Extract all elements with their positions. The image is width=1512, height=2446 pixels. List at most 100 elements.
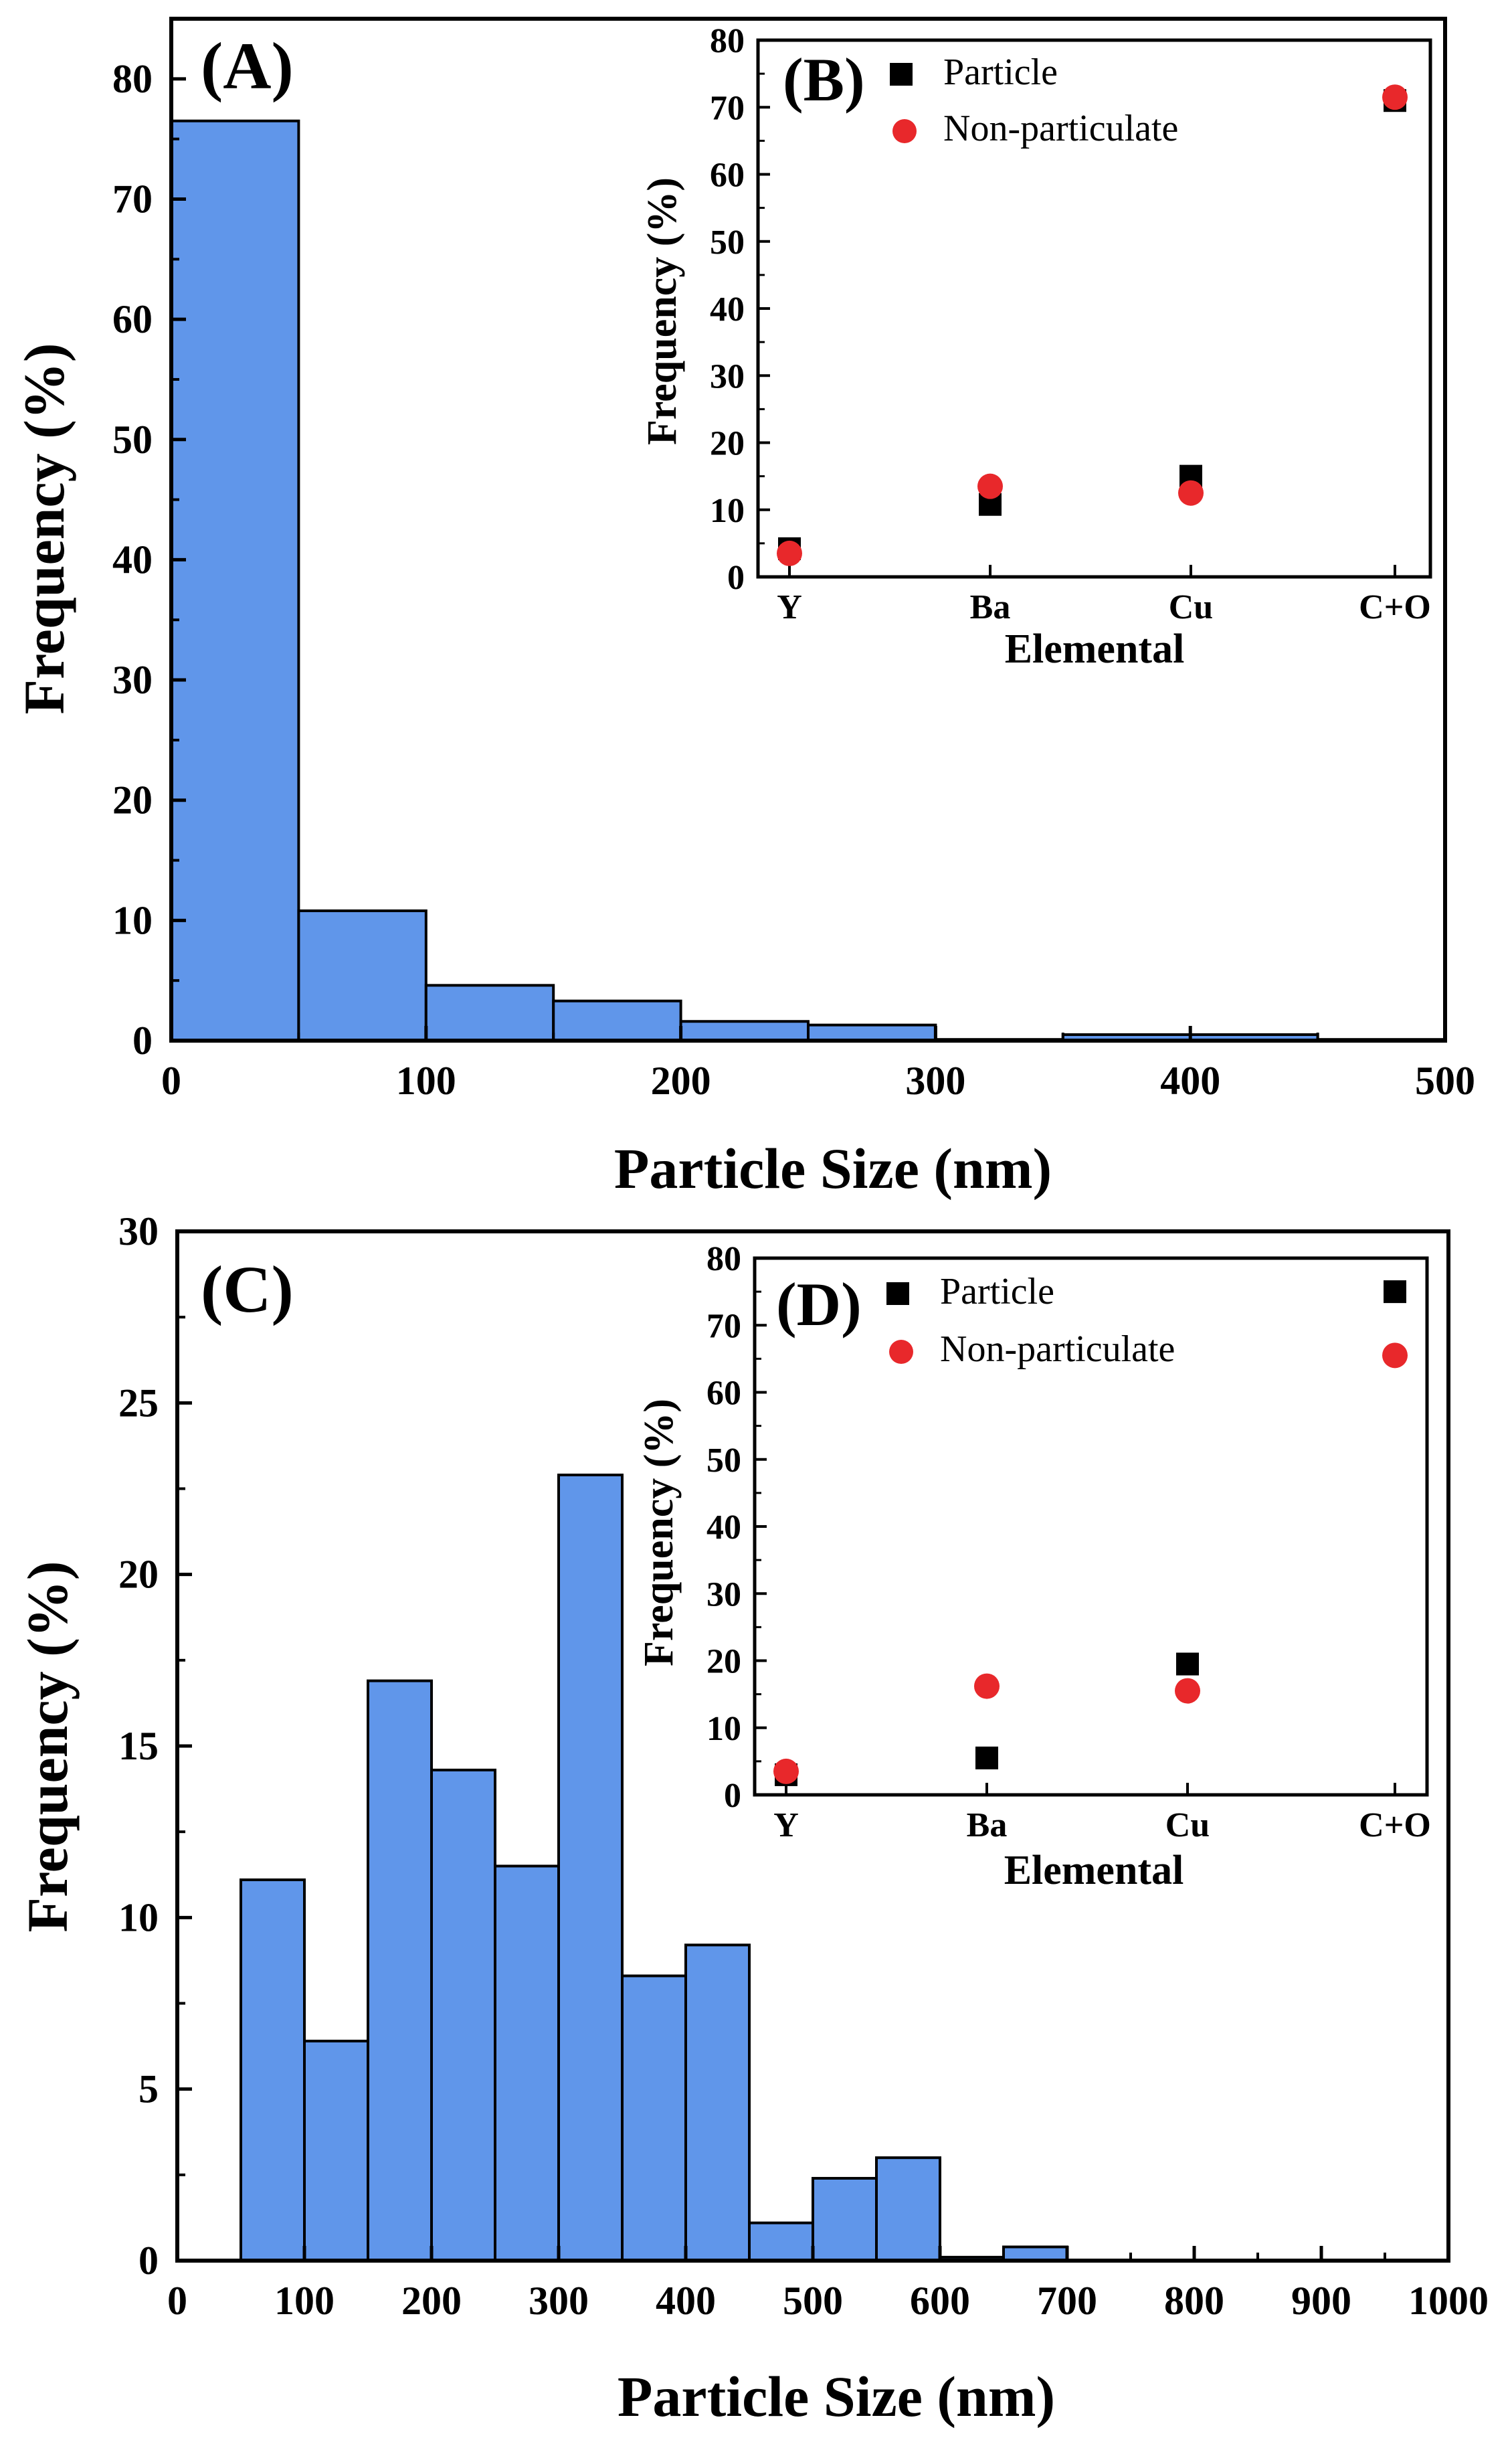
histogram-bar bbox=[684, 1943, 751, 2262]
y-tick-label: 10 bbox=[710, 492, 745, 530]
y-tick-label: 40 bbox=[112, 537, 153, 582]
nonparticulate-point bbox=[1382, 1342, 1408, 1369]
panel-b-x-axis-title: Elemental bbox=[1005, 626, 1185, 672]
y-tick-label: 5 bbox=[138, 2067, 159, 2111]
panel-d-x-ticks: Y Ba Cu C+O bbox=[773, 1783, 1431, 1844]
x-tick-label: 500 bbox=[1415, 1059, 1475, 1103]
panel-a-x-axis-title: Particle Size (nm) bbox=[614, 1136, 1052, 1201]
y-tick-label: 30 bbox=[706, 1575, 741, 1613]
x-category-label: Ba bbox=[970, 588, 1011, 626]
y-tick-label: 80 bbox=[710, 22, 745, 60]
y-tick-label: 10 bbox=[706, 1710, 741, 1748]
y-tick-label: 60 bbox=[710, 157, 745, 195]
y-tick-label: 80 bbox=[112, 57, 153, 101]
histogram-bar bbox=[170, 119, 300, 1043]
nonparticulate-point bbox=[777, 540, 802, 566]
x-tick-label: 100 bbox=[396, 1059, 456, 1103]
histogram-bar bbox=[303, 2039, 369, 2262]
y-tick-label: 30 bbox=[118, 1209, 159, 1253]
y-tick-label: 10 bbox=[112, 898, 153, 942]
legend-nonparticulate-marker bbox=[889, 1340, 913, 1364]
y-tick-label: 25 bbox=[118, 1381, 159, 1425]
y-tick-label: 50 bbox=[710, 224, 745, 262]
x-category-label: Ba bbox=[967, 1806, 1008, 1844]
histogram-bar bbox=[367, 1679, 433, 2262]
legend-nonparticulate-label: Non-particulate bbox=[940, 1328, 1175, 1370]
panel-b-y-axis-title: Frequency (%) bbox=[640, 177, 685, 445]
panel-d-background bbox=[739, 1258, 1428, 1794]
panel-a-bars bbox=[170, 119, 1446, 1043]
x-tick-label: 200 bbox=[401, 2279, 462, 2323]
histogram-bar bbox=[679, 1020, 810, 1042]
nonparticulate-point bbox=[977, 473, 1003, 499]
panel-c-x-ticks: 0 100 200 300 400 500 600 700 800 900 1000 bbox=[167, 2246, 1489, 2323]
histogram-bar bbox=[1002, 2245, 1068, 2263]
panel-c-y-axis-title: Frequency (%) bbox=[15, 1561, 80, 1933]
histogram-bar bbox=[430, 1768, 496, 2263]
y-tick-label: 40 bbox=[706, 1508, 741, 1547]
y-tick-label: 60 bbox=[112, 297, 153, 341]
y-tick-label: 50 bbox=[706, 1442, 741, 1480]
x-tick-label: 600 bbox=[910, 2279, 970, 2323]
panel-b-inset-scatter: 0 10 20 30 40 50 60 70 80 Y Ba Cu C+O (B) Particle … bbox=[640, 22, 1432, 672]
x-tick-label: 900 bbox=[1291, 2279, 1351, 2323]
nonparticulate-point bbox=[974, 1673, 1000, 1699]
panel-a-x-ticks: 0 100 200 300 400 500 bbox=[161, 1026, 1475, 1103]
histogram-bar bbox=[812, 2176, 878, 2262]
nonparticulate-point bbox=[1178, 480, 1204, 506]
histogram-bar bbox=[557, 1473, 624, 2263]
legend-particle-label: Particle bbox=[943, 52, 1058, 93]
x-tick-label: 400 bbox=[656, 2279, 716, 2323]
y-tick-label: 20 bbox=[706, 1643, 741, 1681]
panel-b-background bbox=[743, 40, 1432, 576]
y-tick-label: 70 bbox=[710, 89, 745, 127]
particle-point bbox=[1176, 1652, 1199, 1676]
histogram-bar bbox=[748, 2221, 814, 2263]
x-tick-label: 500 bbox=[783, 2279, 843, 2323]
panel-c-y-ticks: 0 5 10 15 20 25 30 bbox=[118, 1209, 192, 2283]
x-tick-label: 200 bbox=[651, 1059, 711, 1103]
y-tick-label: 0 bbox=[138, 2239, 159, 2283]
y-tick-label: 15 bbox=[118, 1724, 159, 1768]
panel-d-y-ticks: 0 10 20 30 40 50 60 70 80 bbox=[706, 1240, 767, 1815]
x-category-label: C+O bbox=[1359, 1806, 1431, 1844]
panel-d-y-axis-title: Frequency (%) bbox=[636, 1399, 682, 1666]
panel-c-label: (C) bbox=[201, 1252, 294, 1326]
x-tick-label: 300 bbox=[905, 1059, 965, 1103]
x-tick-label: 0 bbox=[161, 1059, 181, 1103]
histogram-bar bbox=[240, 1878, 306, 2262]
panel-a-y-ticks: 0 10 20 30 40 50 60 70 80 bbox=[112, 57, 186, 1063]
y-tick-label: 80 bbox=[706, 1240, 741, 1278]
y-tick-label: 10 bbox=[118, 1895, 159, 1939]
y-tick-label: 20 bbox=[710, 425, 745, 463]
panel-a-y-axis-title: Frequency (%) bbox=[12, 343, 76, 715]
nonparticulate-point bbox=[1175, 1678, 1200, 1704]
panel-d-inset-scatter: 0 10 20 30 40 50 60 70 80 Y Ba Cu C+O (D) Particle … bbox=[636, 1240, 1431, 1893]
x-tick-label: 300 bbox=[529, 2279, 589, 2323]
x-tick-label: 100 bbox=[274, 2279, 335, 2323]
panel-b-legend: Particle Non-particulate bbox=[890, 52, 1178, 149]
y-tick-label: 70 bbox=[706, 1307, 741, 1345]
panel-b-label: (B) bbox=[783, 46, 865, 114]
legend-nonparticulate-label: Non-particulate bbox=[943, 108, 1178, 149]
panel-d-legend: Particle Non-particulate bbox=[886, 1271, 1175, 1370]
particle-point bbox=[975, 1746, 998, 1769]
x-tick-label: 1000 bbox=[1408, 2279, 1489, 2323]
x-category-label: Y bbox=[773, 1806, 799, 1844]
nonparticulate-point bbox=[1382, 84, 1408, 110]
x-category-label: Y bbox=[777, 588, 802, 626]
x-category-label: Cu bbox=[1165, 1806, 1210, 1844]
histogram-bar bbox=[552, 999, 682, 1042]
legend-particle-label: Particle bbox=[940, 1271, 1054, 1312]
histogram-bar bbox=[424, 984, 555, 1042]
panel-c-histogram: 0 100 200 300 400 500 600 700 800 900 1000 0510152… bbox=[15, 1209, 1489, 2429]
x-tick-label: 0 bbox=[167, 2279, 187, 2323]
y-tick-label: 60 bbox=[706, 1375, 741, 1413]
panel-c-bars bbox=[240, 1473, 1068, 2263]
panel-b-x-ticks: Y Ba Cu C+O bbox=[777, 565, 1431, 626]
nonparticulate-point bbox=[773, 1758, 799, 1784]
legend-nonparticulate-marker bbox=[892, 119, 917, 143]
legend-particle-marker bbox=[890, 63, 913, 86]
